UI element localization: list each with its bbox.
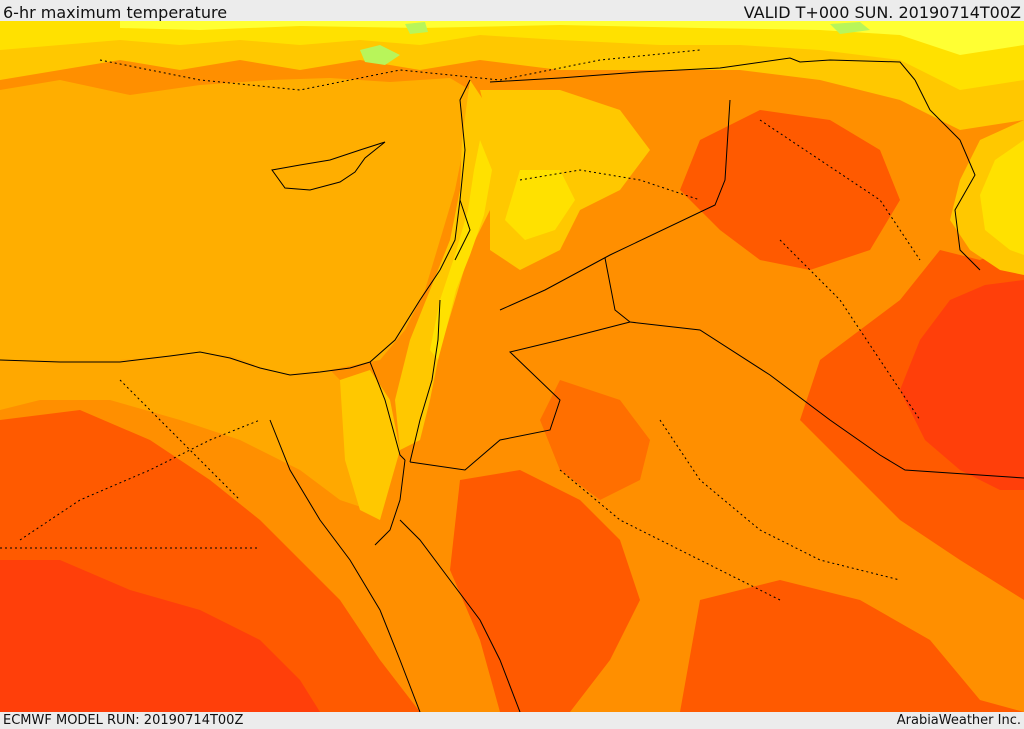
temperature-map[interactable] — [0, 21, 1024, 712]
mediterranean-sea — [0, 78, 470, 375]
hot-zone-jordan-desert — [540, 380, 650, 500]
iraq-internal-1 — [759, 119, 921, 261]
lebanon-syria-border — [454, 199, 471, 261]
red-sea-coast-west — [269, 419, 421, 712]
syria-yellow-zone — [505, 170, 575, 240]
valid-time: VALID T+000 SUN. 20190714T00Z — [743, 3, 1021, 22]
hot-zone-iraq-north — [680, 110, 900, 270]
country-borders — [0, 57, 1024, 712]
syria-iraq-border — [499, 99, 731, 311]
israel-jordan-border — [409, 299, 441, 463]
syria-turkey-border — [489, 57, 916, 83]
gulf-of-aqaba — [374, 459, 406, 546]
cyprus-outline — [271, 141, 386, 191]
zagros-band-yellow — [980, 140, 1024, 255]
turkey-internal — [99, 49, 701, 91]
mediterranean-coast — [0, 79, 471, 376]
turkey-band-orange — [0, 21, 1024, 130]
red-sea-coast-east — [399, 519, 521, 712]
hottest-zone-iraq-east — [900, 280, 1024, 490]
levant-coast-yellow — [430, 140, 492, 360]
iran-iraq-border — [914, 79, 981, 271]
province-borders — [0, 49, 921, 601]
cool-green-patch-3 — [830, 22, 870, 34]
iraq-internal-2 — [779, 239, 921, 421]
sinai-zone — [340, 370, 400, 520]
hottest-zone-africa — [0, 560, 320, 712]
egypt-israel-border — [369, 361, 406, 461]
egypt-internal — [119, 379, 241, 501]
syria-internal — [519, 169, 701, 201]
iraq-saudi-border — [629, 321, 1024, 479]
credit-label: ArabiaWeather Inc. — [896, 713, 1021, 728]
saudi-internal-2 — [659, 419, 901, 581]
map-canvas — [0, 21, 1024, 712]
cool-green-patch-1 — [360, 45, 400, 65]
egypt-north-zone — [0, 355, 380, 510]
turkey-band-lightyellow — [120, 21, 1024, 55]
cool-green-patch-2 — [405, 22, 428, 34]
footer-bar: ECMWF MODEL RUN: 20190714T00Z ArabiaWeat… — [0, 712, 1024, 729]
jordan-saudi-border — [409, 257, 632, 471]
header-bar: 6-hr maximum temperature VALID T+000 SUN… — [0, 0, 1024, 22]
turkey-band-yellow — [0, 21, 1024, 90]
model-run-label: ECMWF MODEL RUN: 20190714T00Z — [3, 713, 244, 728]
hot-zone-arabia-south — [680, 580, 1024, 712]
hot-zone-arabia-west — [450, 470, 640, 712]
map-title: 6-hr maximum temperature — [3, 3, 228, 22]
